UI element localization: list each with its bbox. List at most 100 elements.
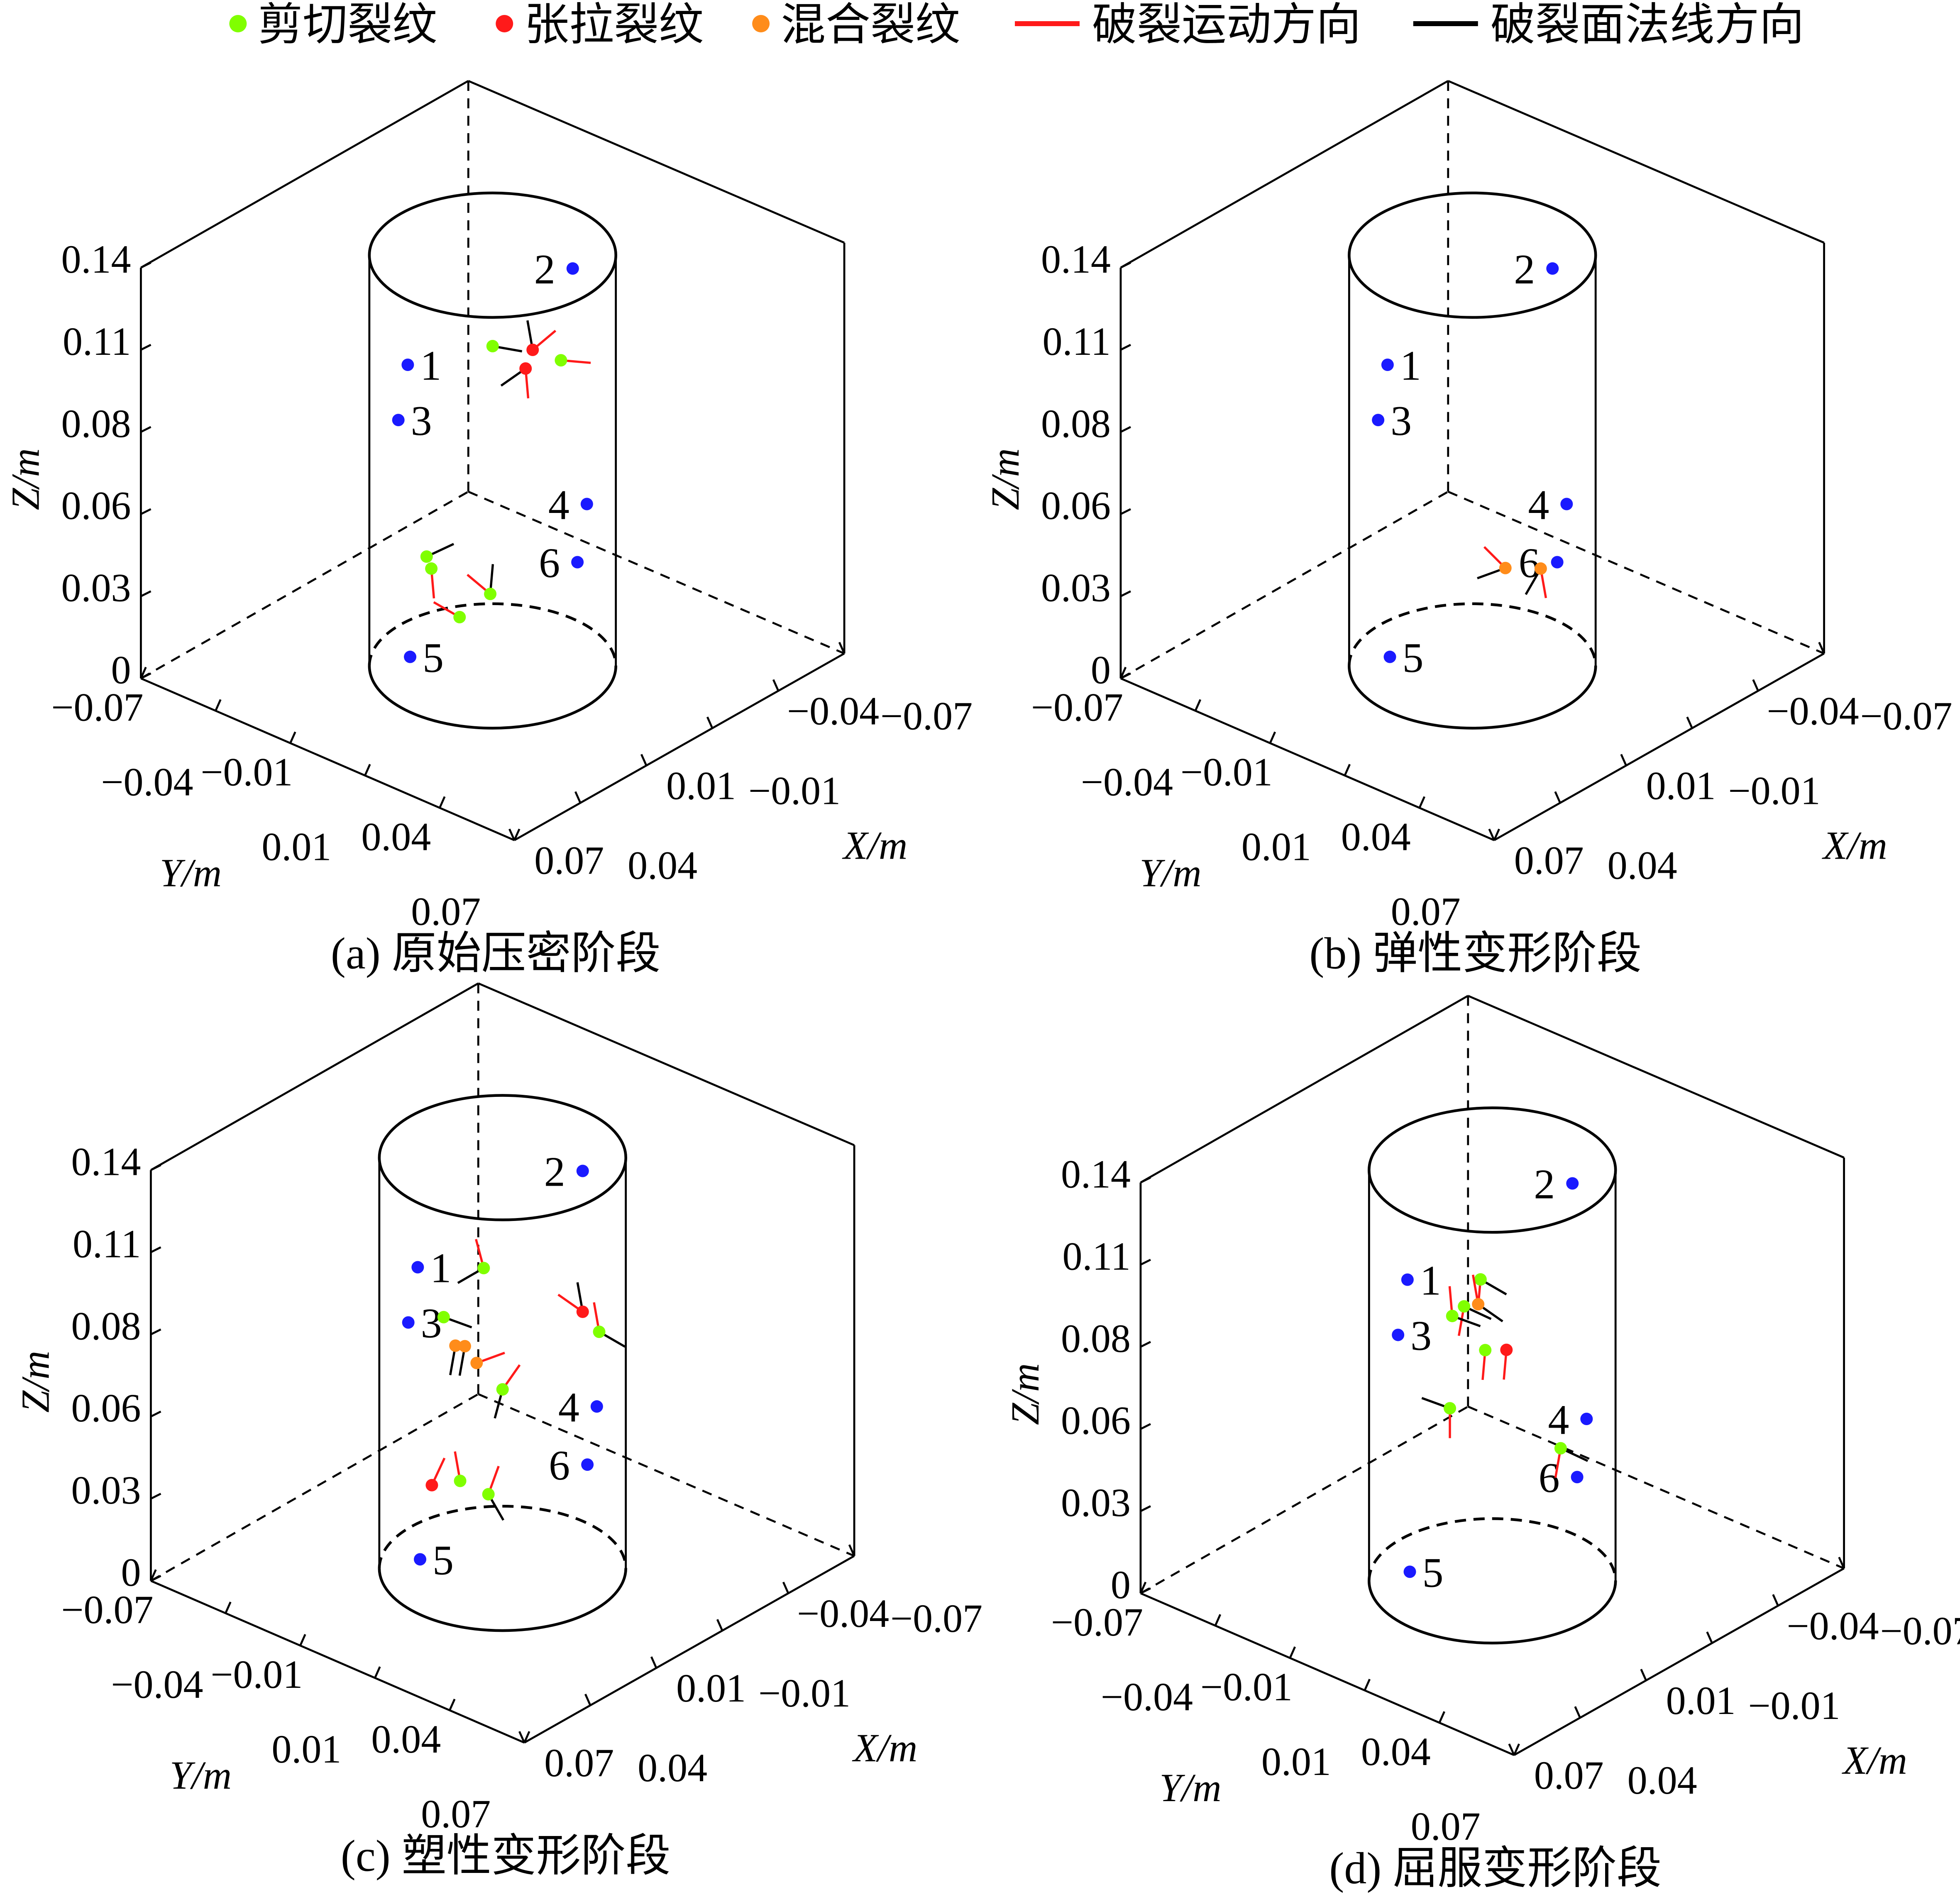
sensor-label: 4 [1548, 1397, 1569, 1443]
x-tick [1620, 754, 1627, 766]
legend: 剪切裂纹 张拉裂纹 混合裂纹 破裂运动方向 破裂面法线方向 [229, 0, 1804, 50]
x-tick [1488, 828, 1495, 841]
box-edge-back-right [468, 491, 845, 654]
z-tick-label: 0 [111, 648, 131, 692]
crack-point-mixed [458, 1340, 471, 1353]
x-axis-label: X/m [842, 823, 908, 868]
y-axis-label: Y/m [160, 851, 222, 895]
sensor-point [580, 498, 593, 510]
crack-point-shear [454, 1475, 467, 1487]
z-tick [1120, 508, 1131, 515]
box-edge-back-right [1467, 1406, 1845, 1570]
crack-point-mixed [470, 1357, 483, 1370]
z-tick-label: 0.11 [1043, 319, 1111, 364]
x-tick [518, 1731, 525, 1743]
z-tick [1120, 590, 1131, 597]
sensor-label: 6 [1519, 540, 1540, 587]
crack-point-shear [1474, 1273, 1487, 1286]
z-tick-label: 0.03 [71, 1468, 141, 1512]
crack-point-mixed [1499, 562, 1512, 574]
x-tick [772, 679, 780, 691]
y-tick [1194, 699, 1202, 711]
z-tick-label: 0.14 [71, 1139, 141, 1184]
x-tick-label: 0.07 [1514, 838, 1584, 883]
x-tick [1818, 642, 1825, 654]
sensor-point [1571, 1471, 1584, 1484]
z-tick [1120, 344, 1131, 351]
box-edge-back-right [1447, 491, 1825, 654]
crack-point-shear [1446, 1309, 1459, 1322]
panel-caption: (b) 弹性变形阶段 [1309, 929, 1642, 978]
crack-point-shear [484, 588, 497, 601]
crack-point-mixed [1534, 562, 1547, 575]
z-axis-label: Z/m [983, 448, 1027, 510]
y-tick-label: −0.01 [1200, 1665, 1293, 1709]
x-tick [1640, 1669, 1647, 1681]
y-tick-label: 0.04 [361, 815, 431, 859]
x-tick [1574, 1706, 1581, 1719]
x-tick-label: −0.01 [1748, 1683, 1840, 1728]
cylinder-bottom-front [1367, 1581, 1617, 1645]
x-tick [640, 754, 648, 766]
panel-a: 0−0.070.070.03−0.040.040.06−0.01 0.010.08… [3, 80, 973, 978]
box-edge-back-left [1120, 491, 1449, 679]
sensor-label: 4 [548, 482, 569, 529]
axis-edge-y [1140, 1592, 1515, 1756]
z-tick-label: 0.14 [61, 237, 131, 281]
box-edge-top-right [1447, 80, 1825, 244]
x-tick [1686, 716, 1693, 729]
y-tick [1418, 796, 1425, 808]
z-tick [140, 426, 152, 433]
z-tick [1120, 426, 1131, 433]
legend-label: 剪切裂纹 [258, 0, 437, 50]
sensor-label: 6 [1539, 1455, 1560, 1501]
z-tick-label: 0 [1111, 1563, 1131, 1607]
x-tick [1752, 679, 1759, 691]
crack-point-shear [453, 611, 466, 624]
sensor-point [566, 262, 579, 275]
z-tick [140, 261, 152, 269]
y-tick-label: 0.01 [271, 1727, 341, 1771]
z-tick-label: 0 [1091, 648, 1111, 692]
sensor-point [1381, 359, 1394, 371]
sensor-point [1580, 1413, 1593, 1426]
sensor-point [1566, 1177, 1579, 1190]
crack-point-shear [1479, 1344, 1492, 1357]
crack-point-shear [1554, 1442, 1567, 1455]
x-tick-label: 0.07 [544, 1741, 614, 1785]
x-tick-label: 0.01 [666, 764, 736, 808]
y-tick [1344, 764, 1351, 776]
x-tick-label: −0.04 [797, 1591, 889, 1636]
z-tick [1120, 672, 1131, 679]
x-tick [574, 791, 582, 803]
sensor-point [1546, 262, 1559, 275]
sensor-label: 3 [1391, 398, 1412, 444]
x-tick-label: 0.04 [1628, 1758, 1697, 1802]
cylinder-bottom-back [1348, 602, 1597, 666]
y-tick-label: 0.01 [261, 825, 331, 869]
y-tick [1513, 1743, 1520, 1756]
crack-point-shear [1444, 1402, 1457, 1415]
x-tick-label: 0.01 [1646, 764, 1716, 808]
z-tick [150, 1493, 161, 1500]
sensor-point [1551, 556, 1564, 569]
cylinder-bottom-back [1367, 1517, 1617, 1581]
y-tick [1214, 1614, 1222, 1626]
x-tick-label: −0.01 [1728, 769, 1821, 813]
sensor-point [571, 556, 584, 569]
axis-edge-y [150, 1580, 525, 1744]
crack-point-shear [482, 1488, 495, 1501]
sensor-point [411, 1261, 424, 1274]
axis-edge-x [1493, 652, 1825, 841]
x-tick [716, 1619, 723, 1631]
sensor-point [1392, 1328, 1405, 1341]
legend-marker-dot [496, 15, 513, 32]
y-tick [1139, 1582, 1147, 1594]
sensor-label: 1 [430, 1245, 451, 1292]
x-tick [508, 828, 516, 841]
z-tick-label: 0.11 [73, 1221, 141, 1266]
y-tick [215, 699, 222, 711]
z-tick-label: 0.03 [1061, 1480, 1131, 1525]
z-tick [1140, 1259, 1151, 1266]
